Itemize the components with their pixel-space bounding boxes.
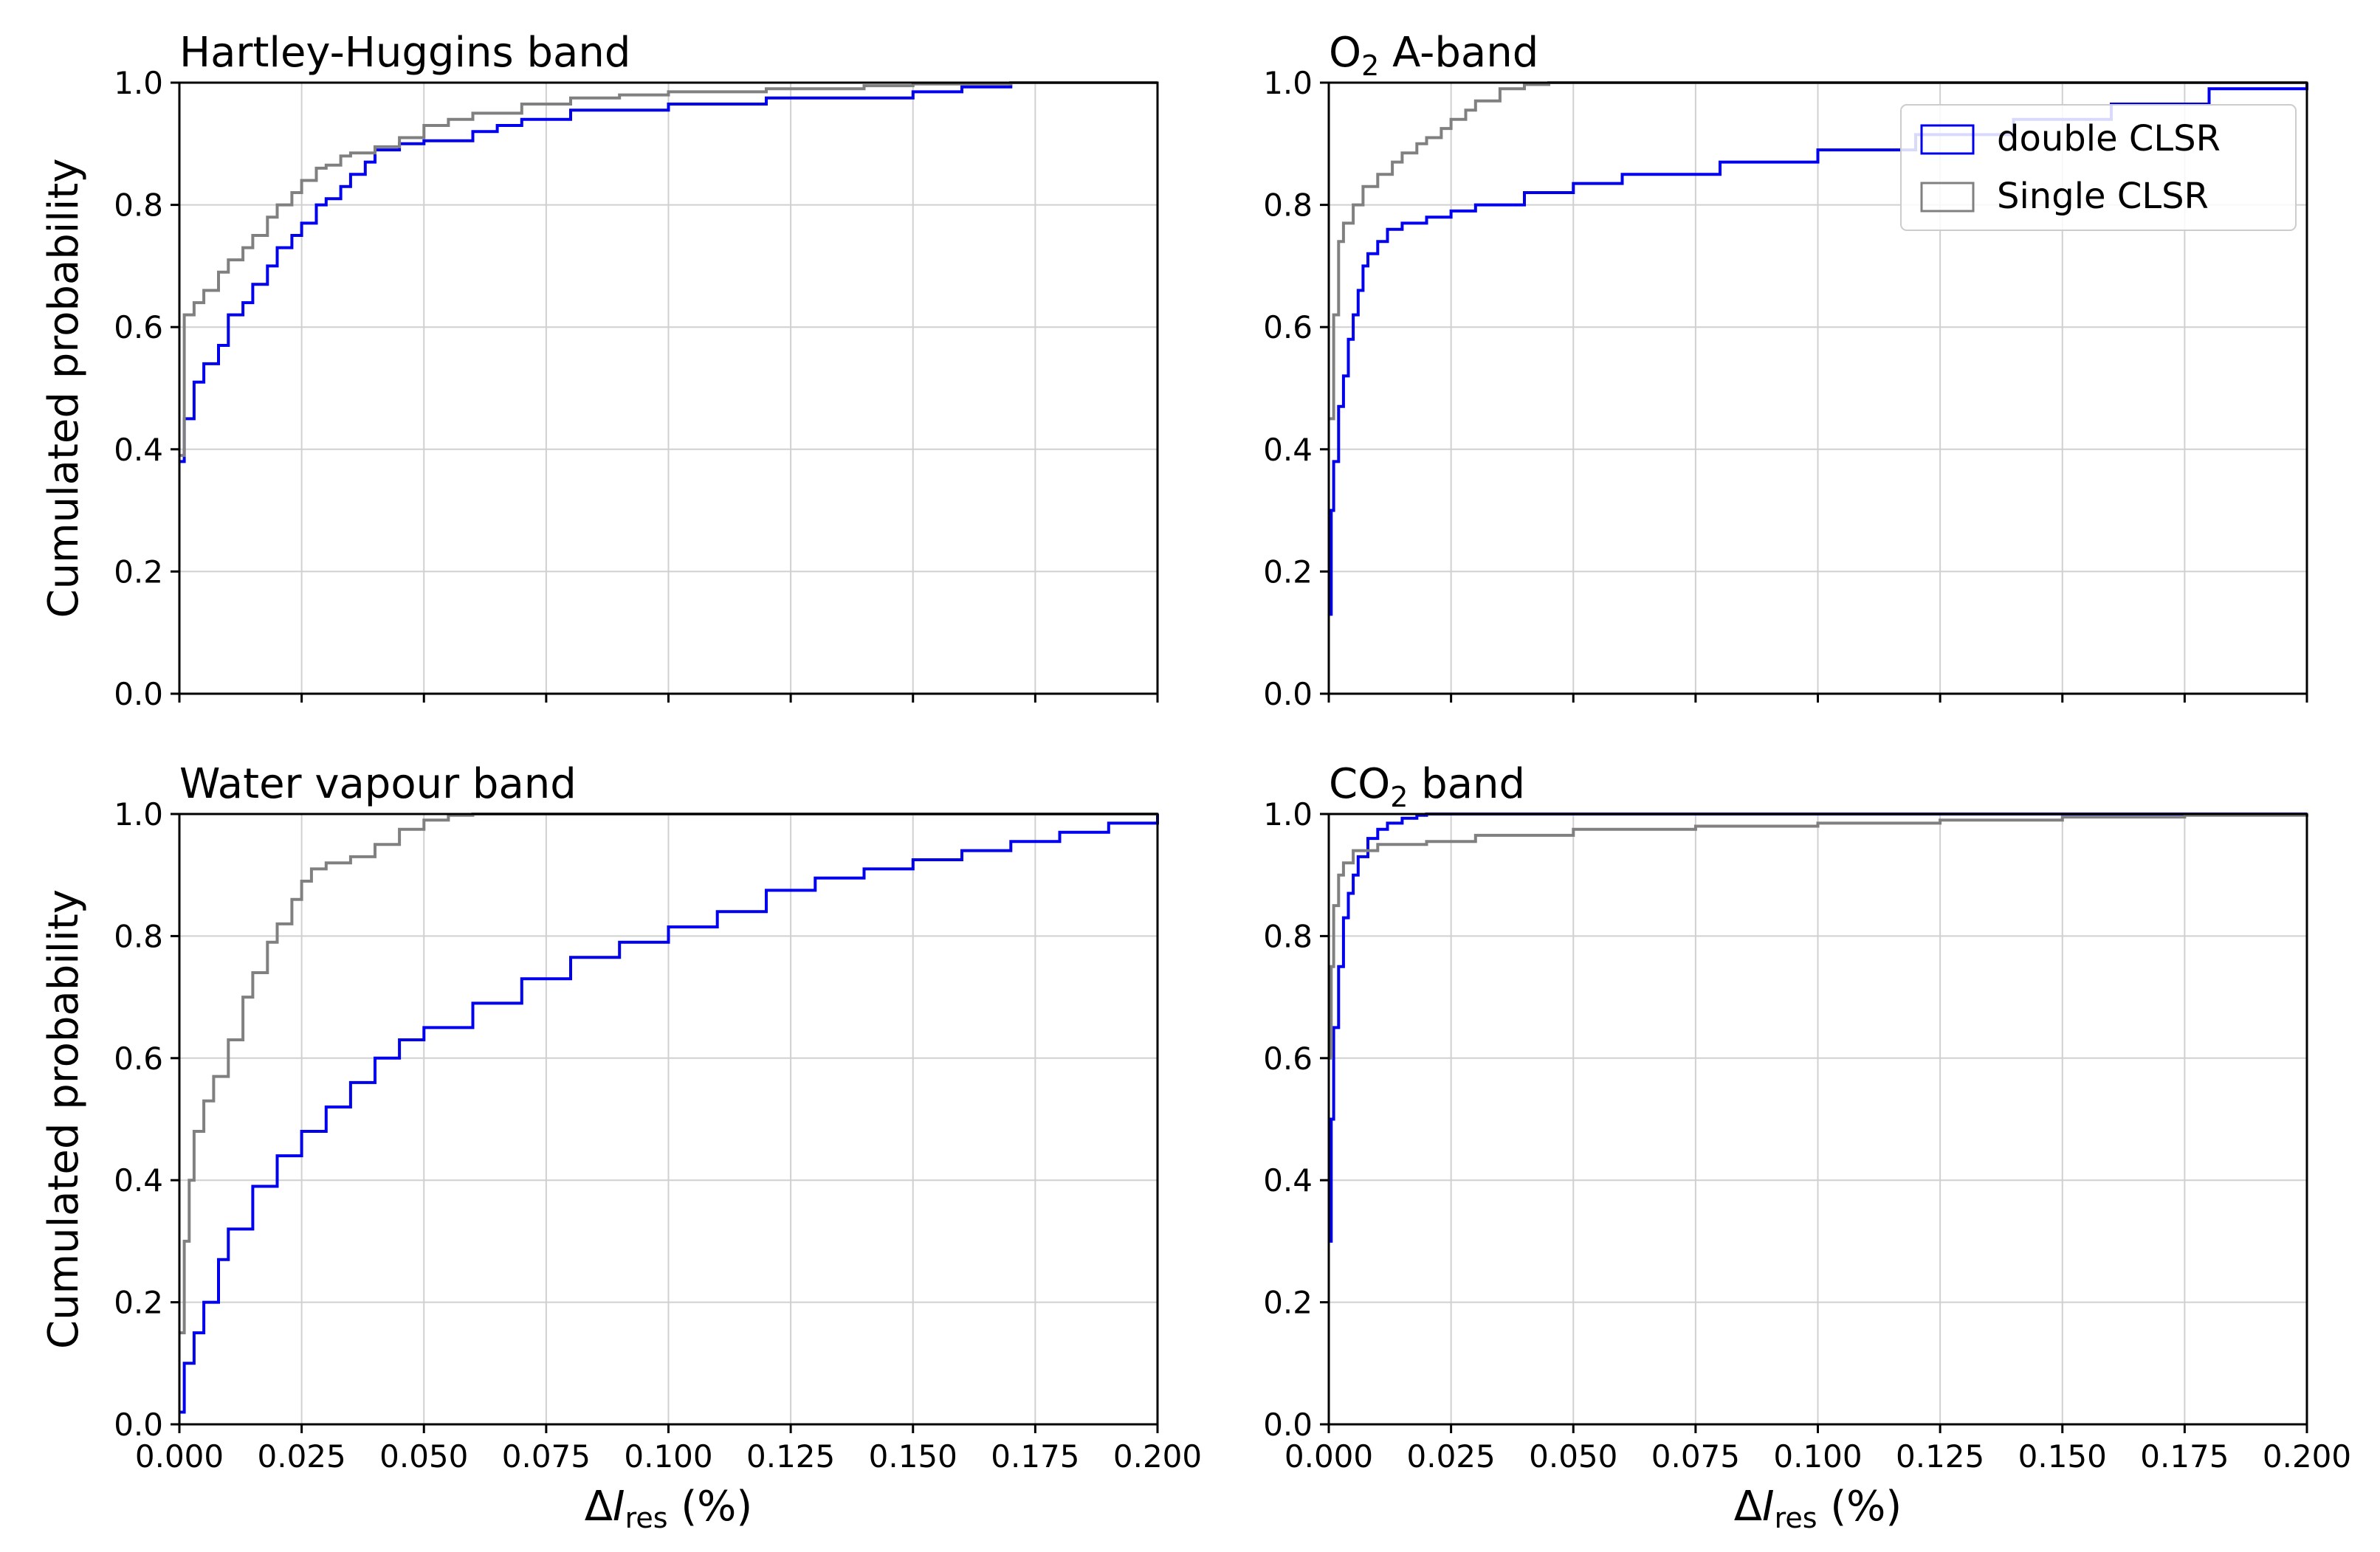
y-tick-label: 0.2 (1263, 553, 1313, 590)
x-tick-label: 0.200 (1113, 1438, 1202, 1475)
y-tick-label: 1.0 (114, 65, 163, 101)
y-tick-label: 0.0 (1263, 676, 1313, 712)
x-tick-label: 0.075 (1651, 1438, 1740, 1475)
legend-swatch (1920, 124, 1975, 155)
y-tick-label: 0.2 (114, 1285, 163, 1321)
x-axis-label: ΔIres (%) (585, 1483, 753, 1534)
x-tick-label: 0.175 (991, 1438, 1079, 1475)
x-tick-label: 0.025 (1407, 1438, 1496, 1475)
y-tick-label: 0.8 (1263, 187, 1313, 224)
series-line-2 (1329, 81, 2307, 421)
y-tick-label: 0.8 (1263, 918, 1313, 954)
panel-title: Water vapour band (179, 760, 577, 808)
y-tick-label: 1.0 (1263, 65, 1313, 101)
y-tick-label: 0.0 (114, 1407, 163, 1443)
x-tick-label: 0.200 (2263, 1438, 2351, 1475)
y-tick-label: 0.4 (1263, 432, 1313, 468)
x-tick-label: 0.150 (2018, 1438, 2107, 1475)
panel-4: 0.0 0.2 0.4 0.6 0.8 1.0 0.000 0.025 0.050 0.075 0.… (1263, 760, 2351, 1534)
y-tick-label: 0.8 (114, 187, 163, 224)
y-axis-label: Cumulated probability (40, 889, 88, 1349)
panel-2: 0.0 0.2 0.4 0.6 0.8 1.0 O2 A-band double CLSR Si… (1263, 29, 2308, 712)
y-tick-label: 0.8 (114, 918, 163, 954)
x-tick-label: 0.025 (258, 1438, 346, 1475)
series-line-1 (179, 81, 1158, 463)
y-tick-label: 0.4 (114, 432, 163, 468)
x-tick-label: 0.000 (1284, 1438, 1373, 1475)
series-line-1 (1329, 813, 2307, 1243)
y-tick-label: 0.2 (114, 553, 163, 590)
y-tick-label: 0.0 (1263, 1407, 1313, 1443)
y-tick-label: 0.6 (1263, 309, 1313, 345)
panel-title: CO2 band (1329, 760, 1525, 813)
x-tick-label: 0.150 (869, 1438, 957, 1475)
legend-box (1900, 104, 2297, 231)
x-tick-label: 0.050 (1529, 1438, 1617, 1475)
x-tick-label: 0.075 (502, 1438, 591, 1475)
legend-entry: Single CLSR (1997, 176, 2209, 217)
x-tick-label: 0.050 (379, 1438, 468, 1475)
panel-title: O2 A-band (1329, 29, 1538, 82)
x-tick-label: 0.000 (135, 1438, 224, 1475)
panel-3: 0.0 0.2 0.4 0.6 0.8 1.0 0.000 0.025 0.050 0.075 0.… (40, 760, 1202, 1534)
legend-entry: double CLSR (1997, 118, 2221, 159)
y-tick-label: 0.6 (114, 1041, 163, 1077)
y-tick-label: 0.0 (114, 676, 163, 712)
y-tick-label: 0.6 (1263, 1041, 1313, 1077)
y-tick-label: 1.0 (114, 796, 163, 832)
legend: double CLSR Single CLSR (1900, 104, 2297, 231)
series-line-1 (179, 814, 1159, 1414)
x-tick-label: 0.125 (1896, 1438, 1984, 1475)
legend-swatch (1920, 182, 1975, 213)
y-tick-label: 0.4 (114, 1162, 163, 1199)
panel-title: Hartley-Huggins band (179, 29, 630, 77)
y-tick-label: 0.2 (1263, 1285, 1313, 1321)
y-tick-label: 0.4 (1263, 1162, 1313, 1199)
x-tick-label: 0.100 (1773, 1438, 1862, 1475)
panel-1: 0.0 0.2 0.4 0.6 0.8 1.0 Hartley-Huggins band Cu… (40, 29, 1159, 712)
x-axis-label: ΔIres (%) (1734, 1483, 1902, 1534)
series-line-2 (179, 81, 1158, 458)
series-line-2 (179, 813, 1158, 1334)
series-line-2 (1329, 813, 2308, 1060)
y-axis-label: Cumulated probability (40, 158, 88, 618)
y-tick-label: 1.0 (1263, 796, 1313, 832)
x-tick-label: 0.175 (2140, 1438, 2229, 1475)
x-tick-label: 0.100 (624, 1438, 712, 1475)
y-tick-label: 0.6 (114, 309, 163, 345)
x-tick-label: 0.125 (746, 1438, 835, 1475)
